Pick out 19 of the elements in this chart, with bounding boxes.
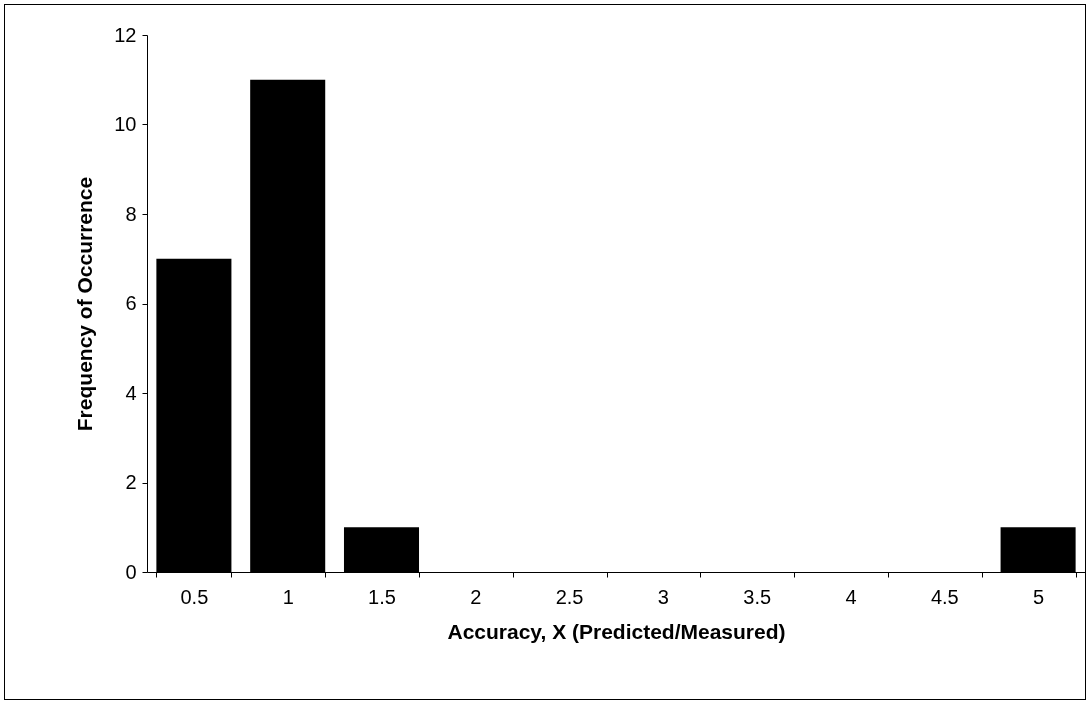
- x-tick-label: 5: [1033, 585, 1045, 608]
- y-tick-label: 0: [125, 560, 137, 583]
- x-tick-label: 2.5: [555, 585, 584, 608]
- x-tick-label: 1.5: [368, 585, 396, 608]
- y-tick-label: 2: [125, 471, 137, 493]
- x-tick-label: 0.5: [180, 585, 209, 608]
- x-tick-label: 4.5: [930, 585, 959, 608]
- y-tick-label: 8: [125, 202, 137, 225]
- x-tick-label: 3: [657, 585, 669, 608]
- y-tick-label: 6: [125, 292, 137, 314]
- y-tick-label: 12: [114, 23, 137, 46]
- x-axis-title: Accuracy, X (Predicted/Measured): [447, 619, 786, 643]
- y-axis-title: Frequency of Occurrence: [73, 176, 97, 432]
- y-tick-label: 10: [114, 113, 137, 135]
- x-tick-label: 1: [282, 585, 294, 608]
- y-tick-label: 4: [125, 381, 137, 404]
- x-tick-label: 2: [470, 585, 482, 608]
- x-tick-label: 3.5: [743, 585, 772, 608]
- x-tick-label: 4: [845, 585, 857, 608]
